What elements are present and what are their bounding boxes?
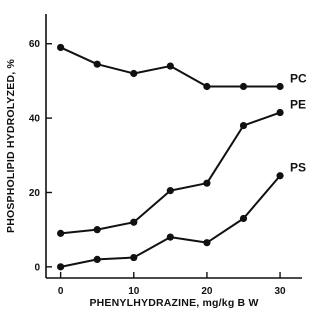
data-point-pe (166, 187, 174, 195)
x-tick-label: 30 (274, 286, 286, 297)
data-point-ps (130, 253, 138, 262)
data-point-pc (130, 69, 138, 78)
data-point-ps (166, 233, 174, 241)
data-point-ps (93, 255, 101, 264)
y-tick-label: 0 (34, 262, 40, 273)
y-tick-label: 40 (29, 114, 41, 125)
y-ticks: 0 20 40 60 (29, 39, 52, 273)
data-point-pc (239, 82, 248, 91)
series-layer: PC PE PS (57, 43, 307, 271)
data-point-pe (130, 218, 138, 226)
x-ticks: 0 10 20 30 (58, 272, 286, 297)
data-point-pc (276, 82, 284, 91)
data-point-pc (166, 62, 174, 70)
x-tick-label: 20 (201, 286, 213, 297)
x-tick-label: 10 (128, 286, 140, 297)
series-label-pc: PC (290, 72, 307, 86)
data-point-pc (57, 43, 65, 52)
data-point-ps (203, 239, 211, 247)
data-point-pe (57, 229, 65, 237)
data-point-ps (57, 263, 65, 271)
x-axis-title: PHENYLHYDRAZINE, mg/kg B W (89, 297, 258, 309)
data-point-ps (276, 172, 284, 180)
y-tick-label: 20 (29, 188, 41, 199)
data-point-ps (239, 214, 248, 223)
data-point-pc (93, 60, 101, 68)
series-label-pe: PE (290, 98, 306, 112)
y-tick-label: 60 (29, 39, 41, 50)
data-point-pc (203, 82, 211, 91)
x-tick-label: 0 (58, 286, 64, 297)
axes (45, 14, 302, 279)
data-point-pe (203, 179, 211, 187)
y-axis-title: PHOSPHOLIPID HYDROLYZED, % (5, 59, 17, 233)
data-point-pe (239, 121, 248, 130)
data-point-pe (93, 226, 101, 234)
data-point-pe (276, 108, 284, 117)
series-label-ps: PS (290, 161, 306, 175)
